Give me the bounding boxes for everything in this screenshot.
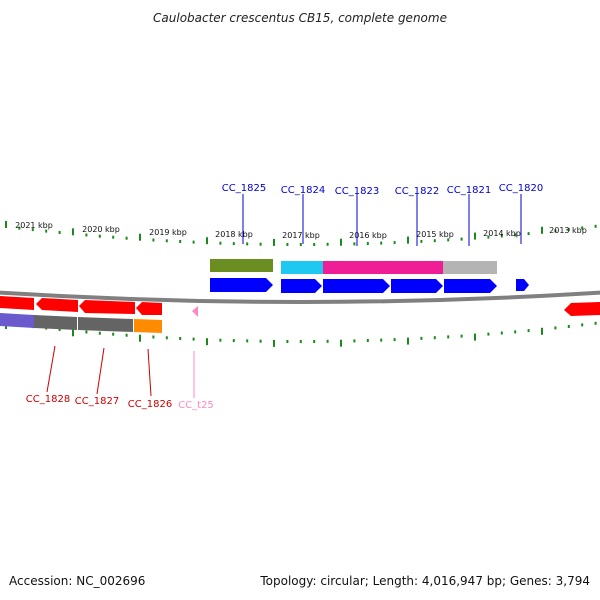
forward-gene-track	[210, 278, 529, 293]
reverse-gene-leaders	[46, 345, 195, 398]
kbp-label-2020: 2020 kbp	[82, 225, 120, 234]
gene-arrow-cc1824[interactable]	[281, 279, 322, 293]
reverse-gene-track	[0, 296, 600, 317]
gene-label-cc1823[interactable]: CC_1823	[335, 186, 379, 197]
kbp-label-2013: 2013 kbp	[549, 226, 587, 235]
cog-block-cc1826	[134, 319, 162, 333]
forward-gene-leaders	[242, 194, 522, 246]
forward-cog-track	[210, 259, 497, 274]
kbp-labels: 2021 kbp 2020 kbp 2019 kbp 2018 kbp 2017…	[15, 221, 587, 240]
kbp-label-2016: 2016 kbp	[349, 231, 387, 240]
gene-label-cc1828[interactable]: CC_1828	[26, 394, 70, 405]
leader-line-cc1828	[46, 345, 56, 393]
gene-label-cc1821[interactable]: CC_1821	[447, 185, 491, 196]
gene-arrow-cc1827[interactable]	[79, 300, 135, 314]
accession-text: Accession: NC_002696	[9, 574, 145, 588]
leader-line-cc1827	[96, 347, 105, 395]
cog-block-cc1825	[210, 259, 273, 272]
gene-arrow-cc1822[interactable]	[391, 279, 443, 293]
cog-block-cc1821	[443, 261, 497, 274]
topology-summary-text: Topology: circular; Length: 4,016,947 bp…	[259, 574, 590, 588]
kbp-label-2019: 2019 kbp	[149, 228, 187, 237]
reverse-cog-track	[0, 313, 162, 333]
trna-arrow-cc-t25[interactable]	[192, 306, 198, 317]
gene-label-cc1825[interactable]: CC_1825	[222, 183, 266, 194]
gene-label-cc1827[interactable]: CC_1827	[75, 396, 119, 407]
kbp-label-2014: 2014 kbp	[483, 229, 521, 238]
gene-arrow-cc1821[interactable]	[444, 279, 497, 293]
kbp-label-2015: 2015 kbp	[416, 230, 454, 239]
kbp-label-2021: 2021 kbp	[15, 221, 53, 230]
outer-tick-marks	[5, 221, 597, 246]
cog-block-cc1827	[78, 317, 133, 332]
reverse-gene-labels: CC_1828 CC_1827 CC_1826 CC_t25	[26, 394, 214, 411]
trna-label-cc-t25[interactable]: CC_t25	[178, 400, 214, 411]
kbp-label-2017: 2017 kbp	[282, 231, 320, 240]
gene-label-cc1824[interactable]: CC_1824	[281, 185, 325, 196]
cog-block-reverse-edge	[0, 313, 34, 328]
kbp-label-2018: 2018 kbp	[215, 230, 253, 239]
gene-arrow-reverse-right[interactable]	[564, 302, 600, 316]
gene-arrow-cc1825[interactable]	[210, 278, 273, 292]
gene-arrow-cc1820[interactable]	[516, 279, 529, 291]
gene-label-cc1826[interactable]: CC_1826	[128, 399, 172, 410]
leader-line-cc1826	[147, 348, 152, 397]
gene-label-cc1822[interactable]: CC_1822	[395, 186, 439, 197]
genome-backbone	[0, 290, 600, 304]
gene-arrow-cc1828[interactable]	[36, 298, 78, 312]
cog-block-cc1828	[34, 315, 77, 330]
cog-block-cc1822	[391, 261, 443, 274]
cog-block-cc1823	[323, 261, 391, 274]
gene-arrow-reverse-edge[interactable]	[0, 296, 34, 310]
gene-label-cc1820[interactable]: CC_1820	[499, 183, 543, 194]
forward-gene-labels: CC_1825 CC_1824 CC_1823 CC_1822 CC_1821 …	[222, 183, 543, 197]
cog-block-cc1824	[281, 261, 323, 274]
map-title: Caulobacter crescentus CB15, complete ge…	[153, 11, 447, 25]
gene-arrow-cc1823[interactable]	[323, 279, 390, 293]
gene-arrow-cc1826[interactable]	[136, 302, 162, 315]
